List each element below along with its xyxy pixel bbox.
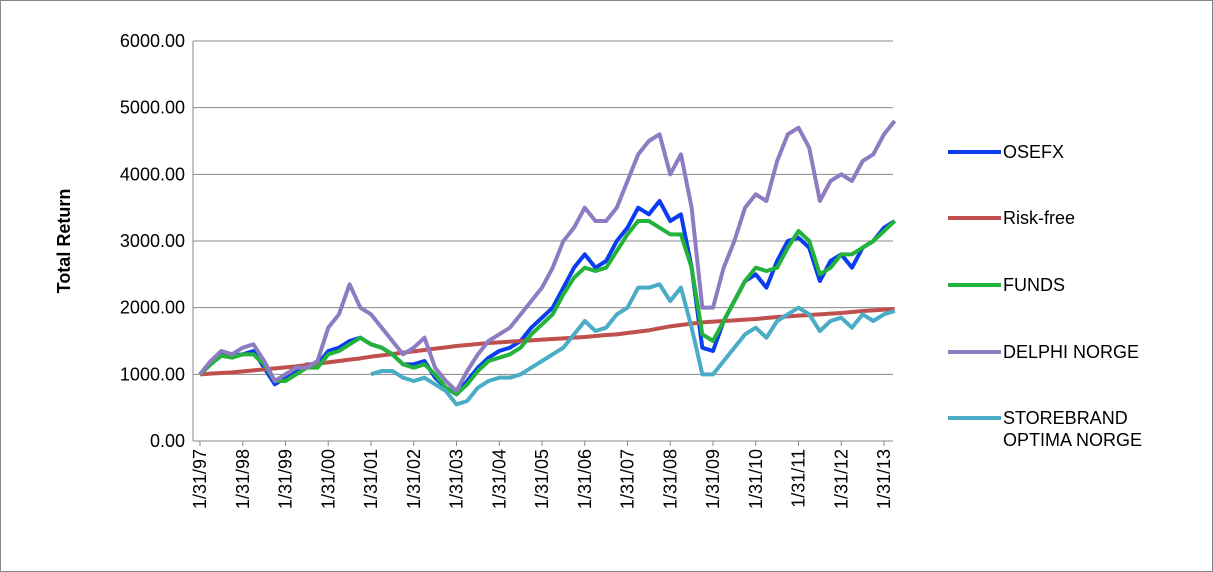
legend-label: DELPHI NORGE <box>1003 342 1140 362</box>
x-tick-label: 1/31/09 <box>703 449 723 509</box>
series-line <box>370 282 896 407</box>
x-tick-label: 1/31/99 <box>276 449 296 509</box>
legend-label: FUNDS <box>1003 275 1065 295</box>
x-tick-label: 1/31/03 <box>447 449 467 509</box>
x-tick-label: 1/31/01 <box>361 449 381 509</box>
x-tick-label: 1/31/07 <box>618 449 638 509</box>
x-tick-label: 1/31/10 <box>746 449 766 509</box>
x-tick-label: 1/31/13 <box>874 449 894 509</box>
legend-label: Risk-free <box>1003 208 1076 228</box>
y-tick-label: 4000.00 <box>120 164 185 184</box>
y-tick-label: 0.00 <box>150 431 185 451</box>
series-line <box>198 219 897 397</box>
legend-label: STOREBRAND OPTIMA NORGE <box>1003 408 1143 450</box>
y-tick-label: 6000.00 <box>120 31 185 51</box>
y-tick-label: 1000.00 <box>120 364 185 384</box>
legend-label: OSEFX <box>1003 142 1065 162</box>
y-axis-label: Total Return <box>54 189 74 294</box>
x-tick-label: 1/31/11 <box>789 449 809 508</box>
x-tick-label: 1/31/08 <box>660 449 680 509</box>
x-tick-label: 1/31/02 <box>404 449 424 509</box>
x-tick-label: 1/31/05 <box>532 449 552 509</box>
x-tick-label: 1/31/04 <box>489 449 509 509</box>
series-line <box>198 119 897 393</box>
y-tick-label: 3000.00 <box>120 231 185 251</box>
x-tick-label: 1/31/98 <box>233 449 253 509</box>
x-tick-label: 1/31/00 <box>318 449 338 509</box>
x-tick-label: 1/31/12 <box>831 449 851 509</box>
x-tick-label: 1/31/06 <box>575 449 595 509</box>
y-tick-label: 2000.00 <box>120 298 185 318</box>
y-tick-label: 5000.00 <box>120 98 185 118</box>
x-tick-label: 1/31/97 <box>190 449 210 509</box>
